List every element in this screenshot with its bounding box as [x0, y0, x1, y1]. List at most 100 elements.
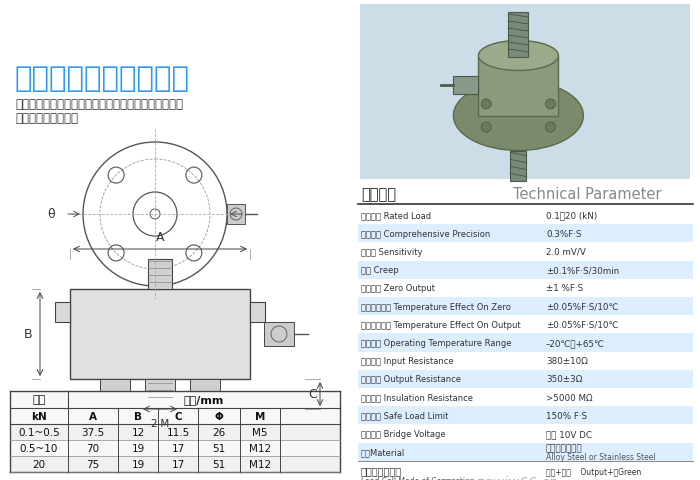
Text: 2-M: 2-M [150, 418, 169, 428]
Text: ±0.1%F·S/30min: ±0.1%F·S/30min [546, 265, 620, 275]
Text: 12: 12 [132, 427, 145, 437]
Text: 输入阻抗 Input Resistance: 输入阻抗 Input Resistance [361, 357, 454, 365]
Circle shape [545, 123, 556, 133]
Text: 20: 20 [32, 459, 46, 469]
Bar [264, 323, 294, 346]
Text: 75: 75 [86, 459, 99, 469]
Text: M12: M12 [249, 459, 271, 469]
Bar [358, 407, 693, 424]
Text: 量程: 量程 [32, 395, 46, 405]
Text: 技术参数: 技术参数 [361, 187, 396, 202]
Text: 材质Material: 材质Material [361, 447, 405, 456]
Text: 合金钢或不锈钢: 合金钢或不锈钢 [546, 444, 582, 453]
Bar [145, 379, 175, 391]
Ellipse shape [454, 81, 583, 151]
Text: 0.3%F·S: 0.3%F·S [546, 229, 582, 238]
Text: A: A [155, 230, 164, 243]
Bar [454, 76, 478, 94]
Text: 51: 51 [212, 459, 225, 469]
Text: 蠕变 Creep: 蠕变 Creep [361, 265, 399, 275]
Text: 综合精度 Comprehensive Precision: 综合精度 Comprehensive Precision [361, 229, 490, 238]
Text: 尺寸/mm: 尺寸/mm [184, 395, 224, 405]
Text: 传感器接线方式: 传感器接线方式 [361, 465, 402, 475]
Text: Alloy Steel or Stainless Steel: Alloy Steel or Stainless Steel [546, 452, 656, 461]
Text: 51: 51 [212, 443, 225, 453]
Text: 350±3Ω: 350±3Ω [546, 374, 582, 384]
Text: A: A [89, 411, 97, 421]
Text: B: B [23, 328, 32, 341]
Bar [190, 379, 220, 391]
Text: 输出阻抗 Output Resistance: 输出阻抗 Output Resistance [361, 374, 461, 384]
Text: 37.5: 37.5 [81, 427, 104, 437]
Text: 不锈钢柱式拉力传感器: 不锈钢柱式拉力传感器 [15, 65, 190, 93]
Bar [358, 370, 693, 388]
Text: M: M [255, 411, 265, 421]
Text: 结构简单，可靠性高，互换性好。适用于各种配料秤、: 结构简单，可靠性高，互换性好。适用于各种配料秤、 [15, 98, 183, 111]
Text: 2.0 mV/V: 2.0 mV/V [546, 248, 586, 256]
Text: Load Cell Mode of Connection: Load Cell Mode of Connection [361, 476, 475, 480]
Bar [358, 225, 693, 243]
Text: B: B [134, 411, 142, 421]
Bar [358, 261, 693, 279]
Bar [508, 13, 528, 58]
Text: 绝缘电阻 Insulation Resistance: 绝缘电阻 Insulation Resistance [361, 393, 473, 402]
Text: 建议 10V DC: 建议 10V DC [546, 429, 592, 438]
Text: 灵敏度 Sensitivity: 灵敏度 Sensitivity [361, 248, 423, 256]
Text: –20℃～+65℃: –20℃～+65℃ [546, 338, 605, 347]
Circle shape [545, 100, 556, 110]
Text: Technical Parameter: Technical Parameter [513, 187, 662, 202]
Bar [148, 260, 172, 289]
Text: 额定载荷 Rated Load: 额定载荷 Rated Load [361, 211, 431, 220]
Circle shape [481, 123, 491, 133]
Bar [100, 379, 130, 391]
Circle shape [481, 100, 491, 110]
Text: 26: 26 [212, 427, 225, 437]
Text: 0.5~10: 0.5~10 [20, 443, 58, 453]
Bar [70, 289, 250, 379]
Text: 0.1～20 (kN): 0.1～20 (kN) [546, 211, 597, 220]
Text: 输出+：绿    Output+：Green
输出-：白    Output-：White: 输出+：绿 Output+：Green 输出-：白 Output-：White [546, 467, 641, 480]
Text: 零点温度影响 Temperature Effect On Zero: 零点温度影响 Temperature Effect On Zero [361, 302, 511, 311]
Text: kN: kN [31, 411, 47, 421]
Text: 11.5: 11.5 [167, 427, 190, 437]
Text: www.zgwjw66.cn: www.zgwjw66.cn [440, 475, 558, 480]
Text: M5: M5 [252, 427, 267, 437]
Bar [55, 302, 70, 322]
Text: 17: 17 [172, 443, 185, 453]
Text: θ: θ [48, 208, 55, 221]
Bar [10, 424, 340, 440]
Text: 0.1~0.5: 0.1~0.5 [18, 427, 60, 437]
Text: ±0.05%F·S/10℃: ±0.05%F·S/10℃ [546, 302, 618, 311]
Text: 安全过载 Safe Load Limit: 安全过载 Safe Load Limit [361, 411, 449, 420]
Text: Φ: Φ [215, 411, 223, 421]
Text: ±0.05%F·S/10℃: ±0.05%F·S/10℃ [546, 320, 618, 329]
Text: 150% F·S: 150% F·S [546, 411, 587, 420]
Bar [478, 56, 559, 116]
Text: 工作温度 Operating Temperature Range: 工作温度 Operating Temperature Range [361, 338, 512, 347]
Text: 70: 70 [86, 443, 99, 453]
Text: 17: 17 [172, 459, 185, 469]
Bar [358, 443, 693, 461]
Text: 供桥电压 Bridge Voltage: 供桥电压 Bridge Voltage [361, 429, 446, 438]
Text: C: C [308, 388, 317, 401]
Text: 料斗秤，吊钩秤等。: 料斗秤，吊钩秤等。 [15, 112, 78, 125]
Bar [10, 391, 340, 472]
Text: 19: 19 [132, 443, 145, 453]
Bar [358, 334, 693, 352]
Text: 零点输出 Zero Output: 零点输出 Zero Output [361, 284, 435, 293]
Bar [250, 302, 265, 322]
Text: 380±10Ω: 380±10Ω [546, 357, 588, 365]
Text: 输出温度影响 Temperature Effect On Output: 输出温度影响 Temperature Effect On Output [361, 320, 521, 329]
Bar [10, 456, 340, 472]
Bar [510, 151, 526, 181]
Text: C: C [174, 411, 182, 421]
Text: ±1 %F·S: ±1 %F·S [546, 284, 583, 293]
Text: >5000 MΩ: >5000 MΩ [546, 393, 593, 402]
Bar [358, 298, 693, 315]
Ellipse shape [478, 41, 559, 72]
Text: 19: 19 [132, 459, 145, 469]
Bar [148, 379, 172, 404]
Bar [360, 5, 690, 180]
Bar [227, 204, 245, 225]
Text: M12: M12 [249, 443, 271, 453]
